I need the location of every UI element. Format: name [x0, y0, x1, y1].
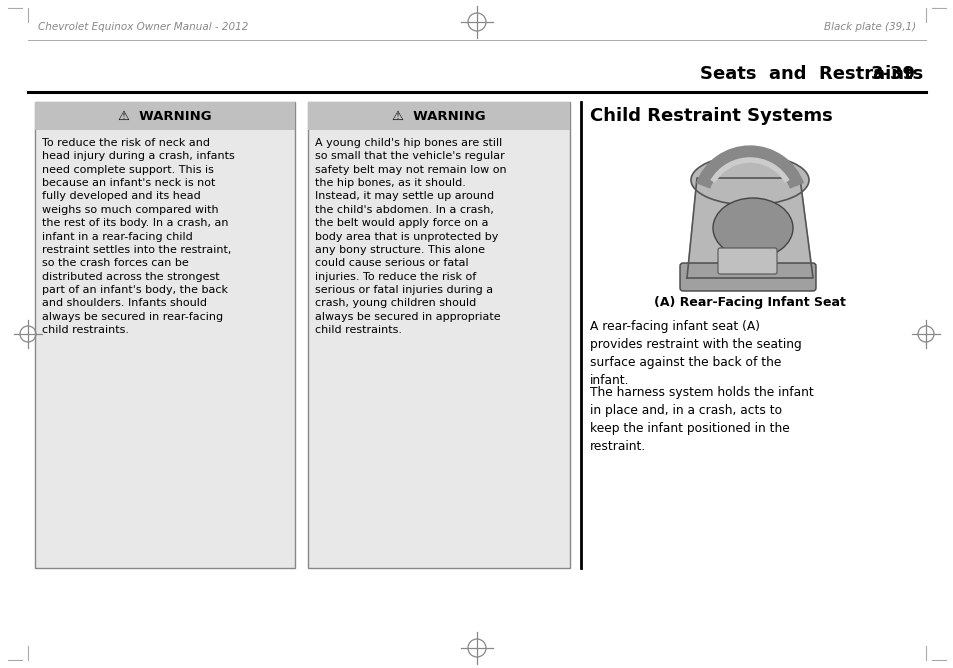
FancyBboxPatch shape — [679, 263, 815, 291]
Ellipse shape — [712, 198, 792, 258]
Text: Black plate (39,1): Black plate (39,1) — [823, 22, 915, 32]
Text: Child Restraint Systems: Child Restraint Systems — [589, 107, 832, 125]
Text: The harness system holds the infant
in place and, in a crash, acts to
keep the i: The harness system holds the infant in p… — [589, 386, 813, 453]
Text: Chevrolet Equinox Owner Manual - 2012: Chevrolet Equinox Owner Manual - 2012 — [38, 22, 248, 32]
Text: ⚠  WARNING: ⚠ WARNING — [392, 110, 485, 122]
Polygon shape — [686, 178, 812, 278]
Text: A young child's hip bones are still
so small that the vehicle's regular
safety b: A young child's hip bones are still so s… — [314, 138, 506, 335]
FancyBboxPatch shape — [35, 102, 294, 130]
Text: To reduce the risk of neck and
head injury during a crash, infants
need complete: To reduce the risk of neck and head inju… — [42, 138, 234, 335]
Ellipse shape — [690, 155, 808, 205]
FancyBboxPatch shape — [35, 102, 294, 568]
Text: Seats  and  Restraints: Seats and Restraints — [700, 65, 923, 83]
Text: 3-39: 3-39 — [870, 65, 915, 83]
FancyBboxPatch shape — [308, 102, 569, 130]
Text: A rear-facing infant seat (A)
provides restraint with the seating
surface agains: A rear-facing infant seat (A) provides r… — [589, 320, 801, 387]
FancyBboxPatch shape — [718, 248, 776, 274]
Text: ⚠  WARNING: ⚠ WARNING — [118, 110, 212, 122]
FancyBboxPatch shape — [308, 102, 569, 568]
Text: (A) Rear-Facing Infant Seat: (A) Rear-Facing Infant Seat — [654, 296, 845, 309]
